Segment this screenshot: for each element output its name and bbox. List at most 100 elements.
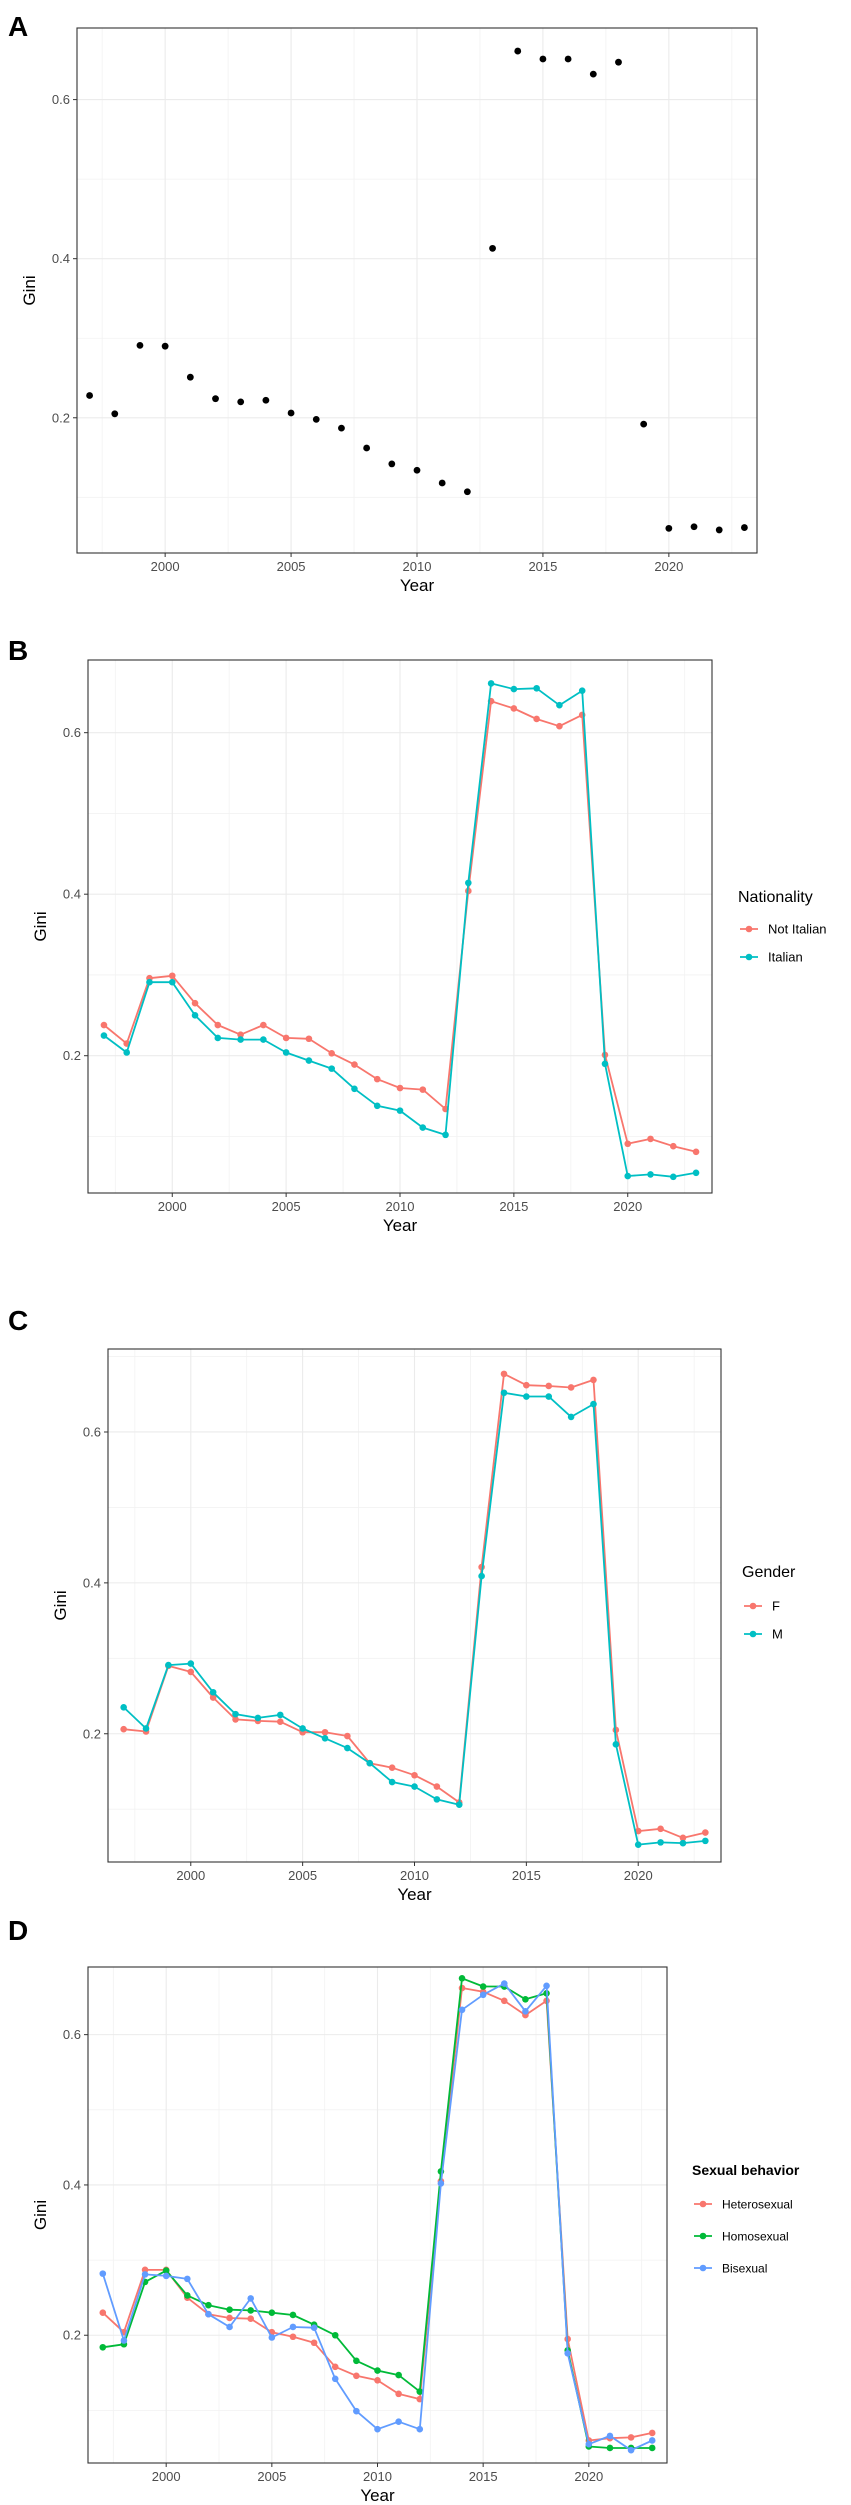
data-point (478, 1572, 485, 1580)
x-axis-title: Year (383, 1216, 418, 1235)
data-point (184, 2275, 191, 2283)
data-point (523, 1381, 530, 1389)
data-point (100, 1021, 108, 1029)
data-point (657, 1839, 664, 1846)
data-point (500, 1370, 508, 1378)
data-point (146, 978, 153, 986)
data-point (344, 1744, 351, 1752)
x-tick-label: 2010 (386, 1199, 415, 1214)
data-point (567, 1413, 575, 1421)
data-point (556, 722, 563, 730)
x-tick-label: 2015 (469, 2469, 498, 2484)
data-point (523, 1393, 530, 1400)
data-point (86, 392, 93, 399)
legend-item: Heterosexual (694, 2198, 793, 2212)
data-point (374, 2425, 381, 2433)
data-point (665, 524, 673, 532)
data-point (679, 1834, 687, 1842)
data-point (260, 1036, 267, 1043)
data-point (262, 396, 270, 404)
legend-label: Italian (768, 950, 803, 965)
legend-label: Bisexual (722, 2262, 767, 2276)
data-point (647, 1135, 654, 1143)
data-point (214, 1021, 222, 1029)
data-point (331, 2375, 339, 2383)
data-point (479, 1983, 487, 1990)
data-point (627, 2434, 635, 2441)
data-point (374, 2367, 381, 2374)
data-point (187, 1660, 195, 1667)
data-point (458, 2006, 466, 2014)
data-point (648, 2437, 656, 2444)
y-tick-label: 0.6 (63, 725, 81, 740)
y-axis-title: Gini (20, 275, 39, 305)
legend-label: Homosexual (722, 2230, 789, 2244)
series-italian (100, 680, 700, 1181)
data-point (366, 1759, 374, 1767)
data-point (648, 2444, 656, 2452)
data-point (419, 1124, 427, 1131)
data-point (212, 395, 219, 403)
data-point (669, 1142, 677, 1150)
data-point (165, 1661, 172, 1669)
data-point (214, 1034, 222, 1042)
data-point (331, 2331, 339, 2339)
data-point (321, 1728, 329, 1736)
data-point (585, 2440, 593, 2448)
y-tick-label: 0.2 (52, 410, 70, 425)
data-point (328, 1065, 335, 1072)
data-point (396, 1084, 404, 1092)
legend-key-point (749, 1630, 757, 1638)
data-point (237, 1036, 244, 1043)
data-point (268, 2309, 276, 2316)
data-point (634, 1841, 642, 1848)
data-point (640, 420, 648, 428)
panel-d: D 2000 2005 2010 2015 2020 0.2 0.4 0.6 Year Gini Se… (8, 1915, 800, 2505)
data-point (692, 1169, 700, 1177)
data-point (136, 341, 144, 349)
data-point (141, 2271, 149, 2278)
data-point (226, 2306, 233, 2313)
y-tick-label: 0.4 (63, 2177, 81, 2192)
data-point (209, 1694, 217, 1701)
y-tick-label: 0.6 (83, 1424, 101, 1439)
data-point (539, 55, 547, 63)
data-point (162, 2272, 170, 2280)
data-point (161, 342, 169, 350)
data-point (396, 1107, 404, 1114)
data-point (276, 1711, 284, 1719)
x-tick-label: 2010 (403, 559, 432, 574)
data-point (627, 2446, 635, 2454)
data-point (237, 1031, 244, 1039)
data-point (489, 244, 496, 252)
panel-letter: A (8, 11, 28, 42)
y-tick-label: 0.6 (52, 92, 70, 107)
data-point (353, 2372, 360, 2380)
plot-border (87, 659, 713, 1194)
x-tick-label: 2015 (528, 559, 557, 574)
data-point (624, 1172, 632, 1180)
data-point (590, 1400, 597, 1408)
data-point (578, 687, 586, 694)
data-point (331, 2363, 339, 2371)
data-point (99, 2343, 107, 2351)
data-point (648, 2429, 656, 2437)
data-point (606, 2444, 614, 2452)
data-point (479, 1991, 487, 1999)
data-point (260, 1021, 267, 1029)
data-point (328, 1049, 335, 1057)
data-point (168, 978, 176, 986)
data-point (702, 1829, 709, 1836)
data-point (411, 1783, 418, 1790)
data-point (500, 1997, 508, 2005)
x-tick-label: 2005 (272, 1199, 301, 1214)
legend-title: Gender (742, 1564, 796, 1581)
data-point (510, 685, 518, 693)
data-point (305, 1035, 313, 1043)
y-tick-label: 0.4 (83, 1575, 101, 1590)
legend-item: M (744, 1627, 783, 1642)
x-tick-label: 2015 (512, 1868, 541, 1883)
data-point (741, 524, 748, 531)
data-point (186, 373, 194, 381)
